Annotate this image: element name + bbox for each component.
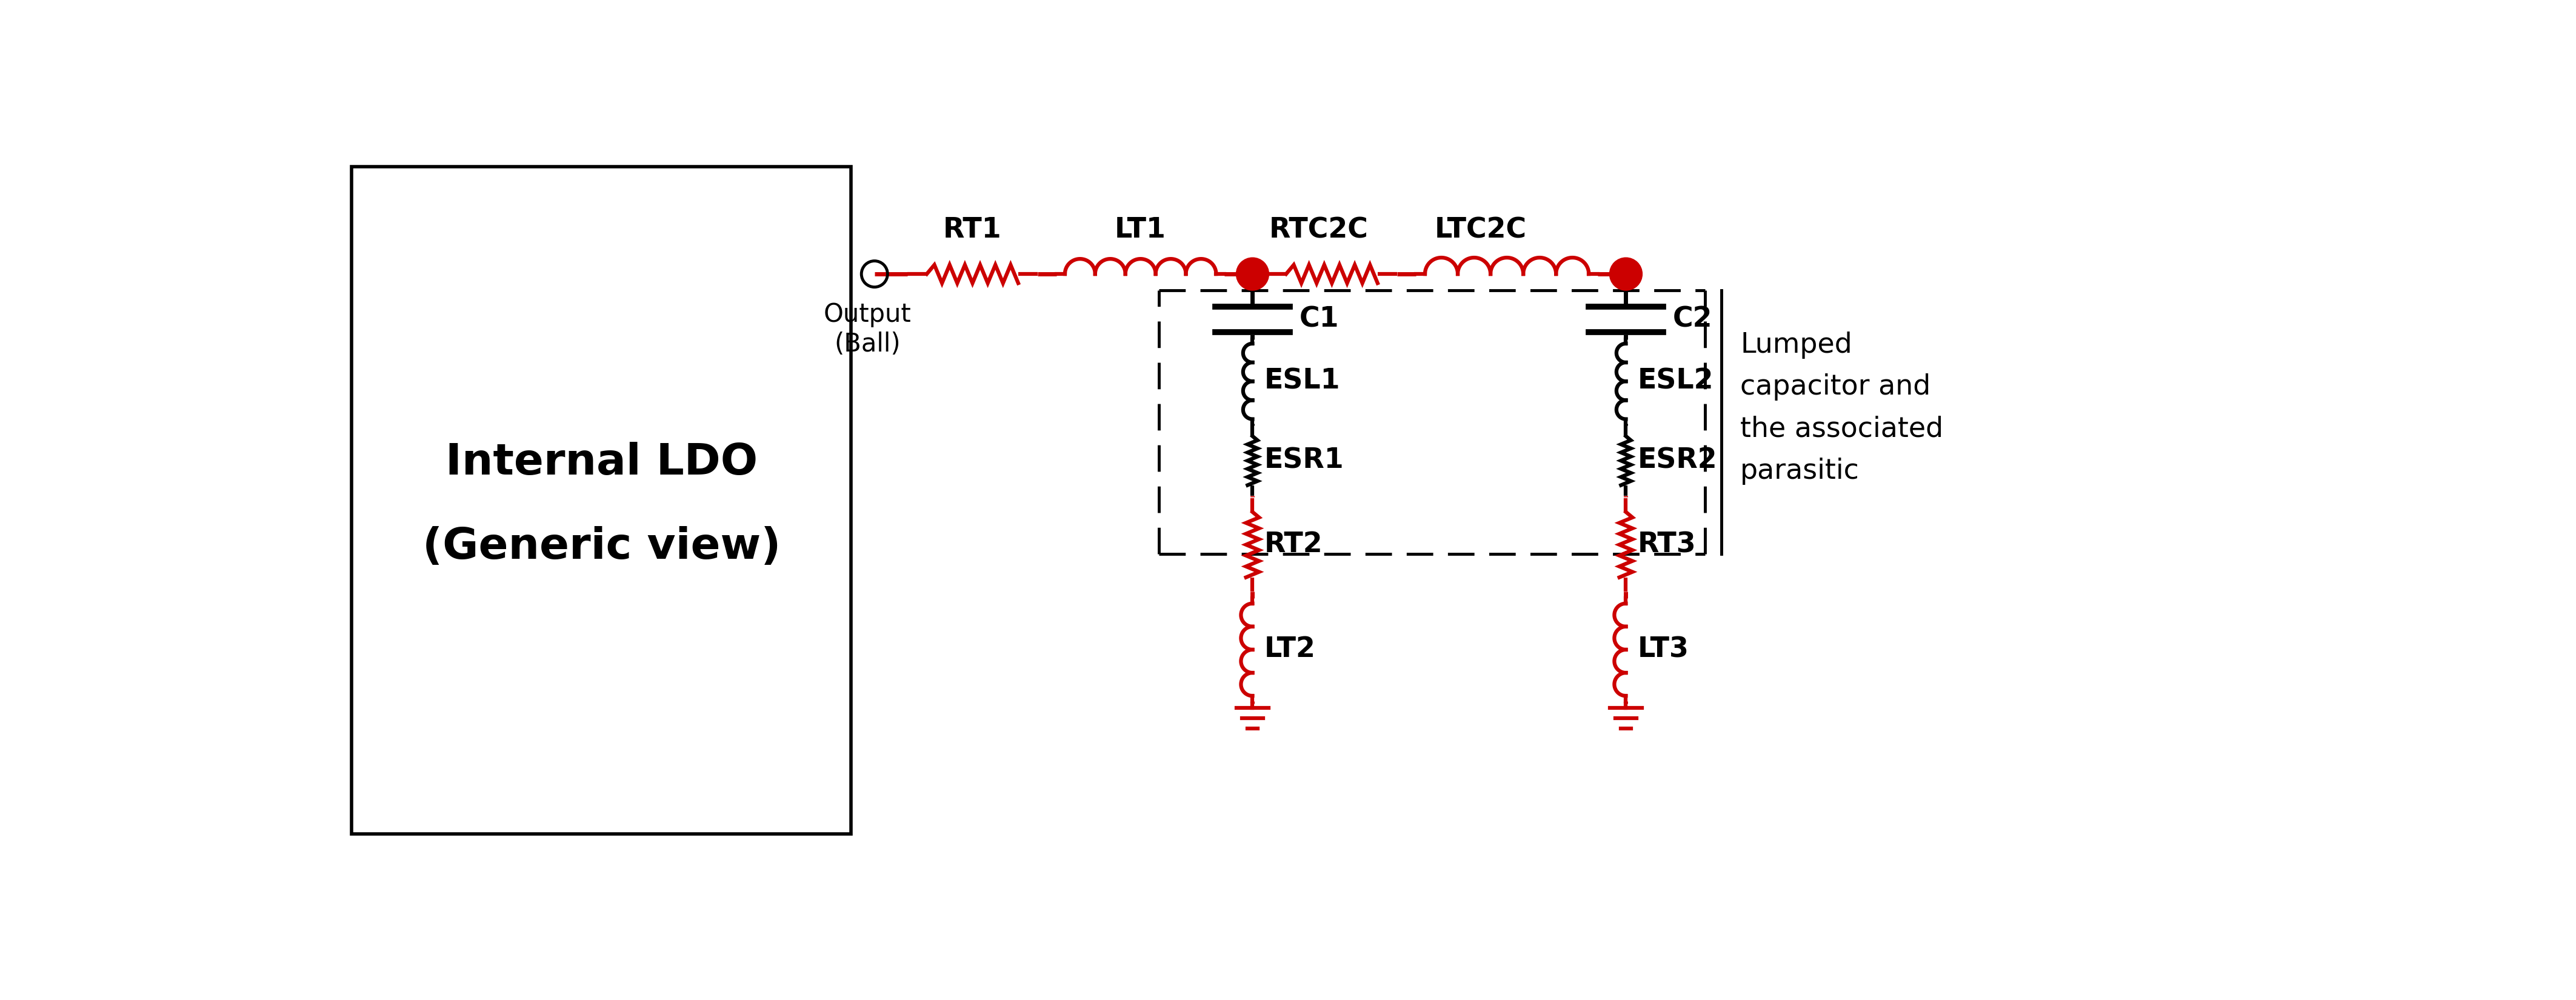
Text: C2: C2 <box>1672 306 1713 333</box>
Circle shape <box>1610 258 1643 290</box>
Text: ESL2: ESL2 <box>1638 368 1713 395</box>
Text: ESR1: ESR1 <box>1265 447 1345 474</box>
Text: Lumped
capacitor and
the associated
parasitic: Lumped capacitor and the associated para… <box>1741 331 1942 485</box>
Circle shape <box>1236 258 1270 290</box>
Text: LT3: LT3 <box>1638 636 1690 663</box>
Text: Internal LDO: Internal LDO <box>446 442 757 484</box>
Text: RTC2C: RTC2C <box>1270 216 1368 244</box>
Text: LT1: LT1 <box>1115 216 1167 244</box>
FancyBboxPatch shape <box>353 167 850 834</box>
Text: Output
(Ball): Output (Ball) <box>824 302 912 357</box>
Text: LT2: LT2 <box>1265 636 1316 663</box>
Text: C1: C1 <box>1298 306 1340 333</box>
Text: ESR2: ESR2 <box>1638 447 1718 474</box>
Text: ESL1: ESL1 <box>1265 368 1340 395</box>
Text: RT3: RT3 <box>1638 531 1695 558</box>
Text: LTC2C: LTC2C <box>1435 216 1528 244</box>
Text: RT2: RT2 <box>1265 531 1321 558</box>
Text: RT1: RT1 <box>943 216 1002 244</box>
Text: (Generic view): (Generic view) <box>422 526 781 568</box>
